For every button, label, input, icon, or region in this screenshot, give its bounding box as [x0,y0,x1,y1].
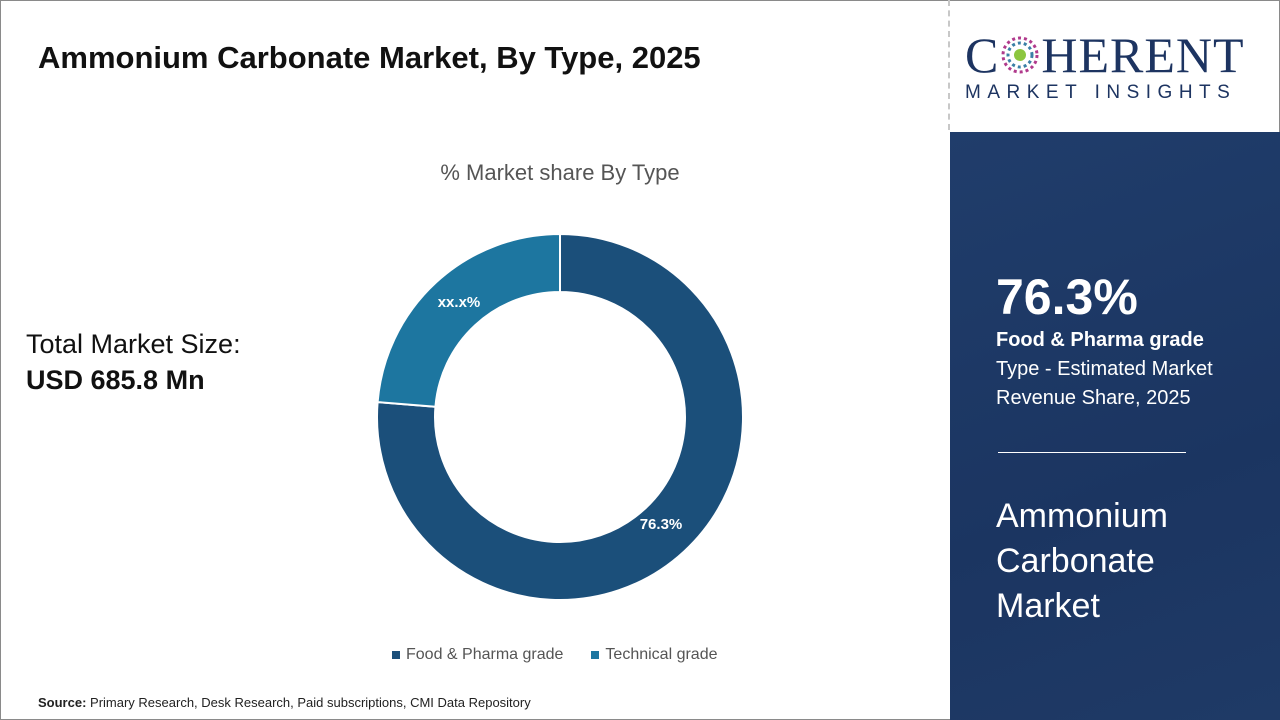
highlight-percent: 76.3% [996,269,1138,325]
logo-text-left: C [965,27,1000,83]
market-name-line: Carbonate [996,542,1155,580]
highlight-desc-2: Revenue Share, 2025 [996,387,1191,409]
legend-label: Technical grade [605,646,718,663]
total-label: Total Market Size: [26,329,241,359]
logo: C HERENT MARKET INSIGHTS [965,30,1265,104]
legend-item: Technical grade [591,646,718,664]
total-value: USD 685.8 Mn [26,365,205,395]
highlight-segment: Food & Pharma grade [996,329,1204,351]
data-label: xx.x% [438,294,481,311]
highlight-text: Food & Pharma grade Type - Estimated Mar… [996,326,1213,413]
source-text: Primary Research, Desk Research, Paid su… [86,695,531,710]
total-market-size: Total Market Size: USD 685.8 Mn [26,326,241,398]
divider [948,0,950,130]
panel-divider [998,452,1186,453]
donut-slice [376,232,561,408]
chart-title: % Market share By Type [440,160,680,185]
data-label: 76.3% [640,516,683,533]
market-name: Ammonium Carbonate Market [996,494,1256,629]
globe-icon [1001,36,1039,74]
legend-swatch [591,650,600,659]
legend-swatch [392,650,400,659]
highlight-panel [950,132,1280,720]
donut-slice [376,232,744,601]
legend-label: Food & Pharma grade [406,646,564,663]
highlight-desc-1: Type - Estimated Market [996,358,1213,380]
market-name-line: Ammonium [996,497,1168,535]
donut-chart: 76.3% xx.x% [376,232,744,601]
logo-text-right: HERENT [1041,27,1245,83]
source-note: Source: Primary Research, Desk Research,… [38,695,531,710]
legend: Food & Pharma grade Technical grade [392,646,718,664]
market-name-line: Market [996,587,1100,625]
source-label: Source: [38,695,87,710]
page-title: Ammonium Carbonate Market, By Type, 2025 [38,40,701,75]
legend-item: Food & Pharma grade [392,646,563,664]
logo-subtitle: MARKET INSIGHTS [965,82,1237,103]
